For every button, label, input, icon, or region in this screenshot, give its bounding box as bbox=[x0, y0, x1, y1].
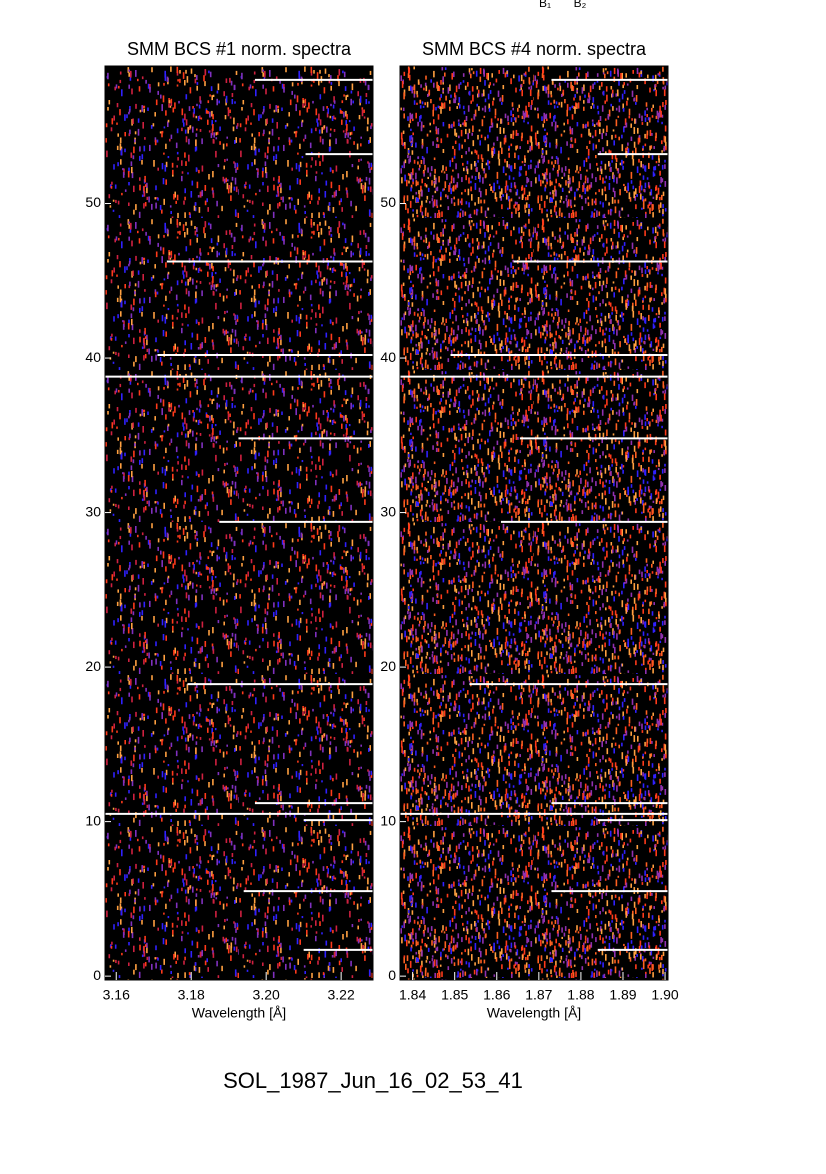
x-tick-label: 3.22 bbox=[328, 987, 355, 1003]
x-axis-label: Wavelength [Å] bbox=[192, 1005, 286, 1021]
y-tick-label: 10 bbox=[85, 812, 101, 828]
footer: SOL_1987_Jun_16_02_53_41 bbox=[223, 1068, 523, 1093]
x-tick-label: 1.84 bbox=[399, 987, 426, 1003]
x-tick-label: 1.90 bbox=[651, 987, 678, 1003]
y-tick-label: 30 bbox=[85, 503, 101, 519]
x-tick-label: 3.16 bbox=[103, 987, 130, 1003]
x-axis-label: Wavelength [Å] bbox=[487, 1005, 581, 1021]
plot-frame bbox=[104, 65, 374, 981]
y-tick-label: 10 bbox=[380, 812, 396, 828]
x-tick-label: 1.85 bbox=[441, 987, 468, 1003]
x-tick-label: 1.89 bbox=[609, 987, 636, 1003]
y-tick-label: 40 bbox=[380, 349, 396, 365]
x-tick-label: 1.86 bbox=[483, 987, 510, 1003]
y-tick-label: 50 bbox=[85, 194, 101, 210]
y-tick-label: 20 bbox=[380, 658, 396, 674]
x-tick-label: 1.87 bbox=[525, 987, 552, 1003]
panel-title: SMM BCS #4 norm. spectra bbox=[422, 39, 647, 59]
x-tick-label: 3.18 bbox=[178, 987, 205, 1003]
x-tick-label: 1.88 bbox=[567, 987, 594, 1003]
plot-frame bbox=[399, 65, 669, 981]
top-label: B₂ bbox=[574, 0, 587, 10]
y-tick-label: 50 bbox=[380, 194, 396, 210]
y-tick-label: 20 bbox=[85, 658, 101, 674]
y-tick-label: 40 bbox=[85, 349, 101, 365]
spectrum-image bbox=[400, 66, 668, 980]
top-label: B₁ bbox=[539, 0, 551, 10]
y-tick-label: 0 bbox=[93, 967, 101, 983]
panel-title: SMM BCS #1 norm. spectra bbox=[127, 39, 352, 59]
y-tick-label: 0 bbox=[388, 967, 396, 983]
spectrum-image bbox=[105, 66, 373, 980]
y-tick-label: 30 bbox=[380, 503, 396, 519]
x-tick-label: 3.20 bbox=[253, 987, 280, 1003]
